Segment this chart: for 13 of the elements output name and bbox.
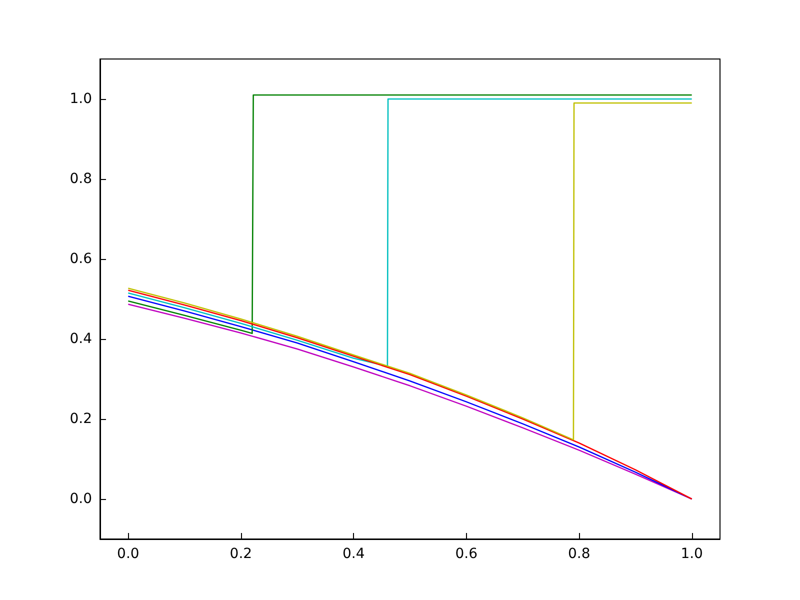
x-tick-label: 0.0 [117,546,140,562]
y-tick-label: 0.2 [70,411,92,427]
x-tick-label: 0.4 [342,546,365,562]
y-tick-label: 0.0 [70,491,92,507]
y-tick-label: 0.4 [70,331,92,347]
y-tick-label: 0.8 [70,171,92,187]
x-tick-label: 0.2 [230,546,252,562]
y-tick-label: 0.6 [70,251,92,267]
x-tick-label: 0.6 [455,546,478,562]
x-tick-label: 1.0 [680,546,703,562]
x-tick-label: 0.8 [568,546,590,562]
line-series [128,102,692,440]
y-tick-label: 1.0 [70,91,92,107]
